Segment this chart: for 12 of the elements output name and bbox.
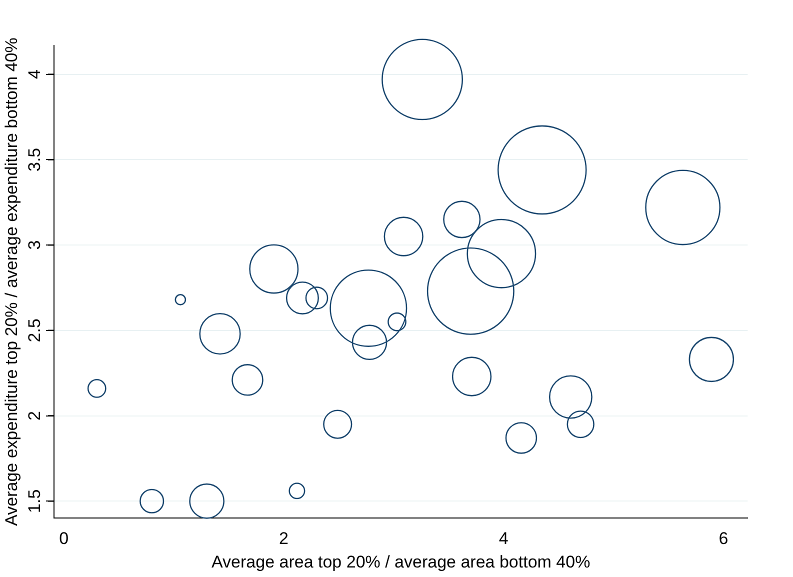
y-tick-label: 3.5 <box>25 148 44 172</box>
x-tick-label: 6 <box>718 529 728 548</box>
x-tick-label: 0 <box>59 529 69 548</box>
x-axis-title: Average area top 20% / average area bottom 40% <box>212 552 590 572</box>
y-tick-label: 1.5 <box>25 489 44 513</box>
y-tick-label: 3 <box>25 240 44 250</box>
y-tick-label: 4 <box>25 70 44 80</box>
y-tick-label: 2.5 <box>25 318 44 342</box>
y-tick-label: 2 <box>25 411 44 420</box>
x-tick-label: 4 <box>498 529 508 548</box>
y-axis-title: Average expenditure top 20% / average expenditure bottom 40% <box>2 38 21 526</box>
x-tick-label: 2 <box>279 529 288 548</box>
